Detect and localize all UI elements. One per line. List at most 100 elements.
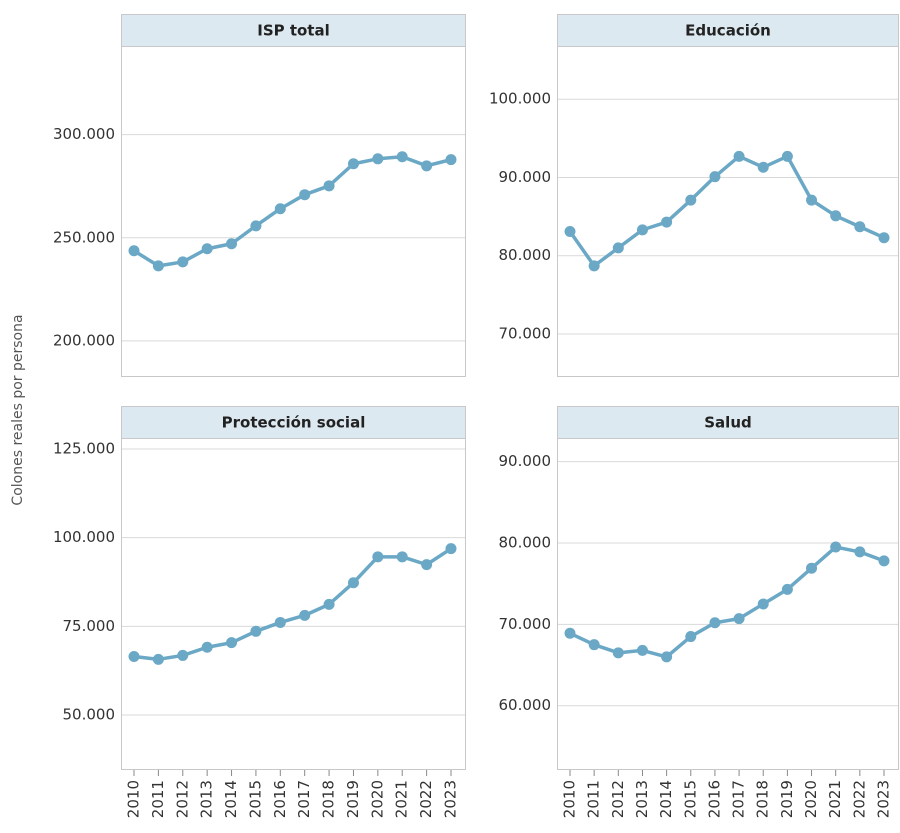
point [299, 609, 311, 621]
point [830, 541, 842, 553]
x-tick-label: 2016 [705, 780, 723, 818]
point [250, 220, 262, 232]
panel-header [121, 14, 466, 47]
x-tick-label: 2011 [149, 780, 167, 818]
point [226, 238, 238, 250]
x-tick-label: 2017 [730, 780, 748, 818]
x-tick-label: 2018 [320, 780, 338, 818]
y-tick-label: 75.000 [63, 617, 116, 635]
panel-frame [121, 46, 466, 377]
point [685, 194, 697, 206]
y-tick-label: 70.000 [499, 615, 552, 633]
point [878, 555, 890, 567]
panel-header [121, 406, 466, 439]
y-tick-label: 125.000 [53, 439, 115, 457]
point [177, 649, 189, 661]
x-tick-label: 2022 [850, 780, 868, 818]
point [347, 577, 359, 589]
point [854, 546, 866, 558]
panel-header [557, 406, 899, 439]
x-tick-label: 2015 [681, 780, 699, 818]
point [636, 224, 648, 236]
point [323, 180, 335, 192]
panel-title: Educación [685, 22, 771, 40]
x-tick-label: 2013 [198, 780, 216, 818]
line [133, 547, 452, 662]
point [806, 562, 818, 574]
y-tick-label: 80.000 [499, 246, 552, 264]
x-tick-label: 2020 [368, 780, 386, 818]
point [588, 639, 600, 651]
point [445, 154, 457, 166]
point [806, 194, 818, 206]
y-axis-label: Colones reales por persona [10, 314, 26, 505]
x-tick-label: 2018 [754, 780, 772, 818]
point [781, 583, 793, 595]
point [685, 631, 697, 643]
point [396, 551, 408, 563]
panel-header [557, 14, 899, 47]
point [733, 613, 745, 625]
point [709, 171, 721, 183]
x-tick-label: 2023 [875, 780, 893, 818]
point [757, 161, 769, 173]
y-tick-label: 80.000 [499, 533, 552, 551]
point [372, 551, 384, 563]
panel-title: Salud [704, 414, 751, 432]
point [372, 153, 384, 165]
line [569, 545, 885, 659]
x-tick-label: 2015 [246, 780, 264, 818]
y-tick-label: 250.000 [53, 228, 115, 246]
x-tick-label: 2019 [344, 780, 362, 818]
point [588, 260, 600, 272]
point [274, 203, 286, 215]
point [152, 653, 164, 665]
y-tick-label: 200.000 [53, 331, 115, 349]
point [661, 216, 673, 228]
point [564, 627, 576, 639]
x-tick-label: 2021 [393, 780, 411, 818]
point [733, 150, 745, 162]
panel-frame [557, 46, 899, 377]
point [128, 245, 140, 257]
x-tick-label: 2019 [778, 780, 796, 818]
point [323, 598, 335, 610]
point [201, 641, 213, 653]
point [757, 598, 769, 610]
x-tick-label: 2014 [657, 780, 675, 818]
point [564, 225, 576, 237]
panel-title: ISP total [257, 22, 330, 40]
x-tick-label: 2023 [442, 780, 460, 818]
point [201, 243, 213, 255]
x-tick-label: 2012 [609, 780, 627, 818]
x-tick-label: 2010 [125, 780, 143, 818]
x-tick-label: 2012 [173, 780, 191, 818]
point [612, 242, 624, 254]
y-tick-label: 100.000 [53, 528, 115, 546]
point [612, 647, 624, 659]
y-tick-label: 70.000 [499, 324, 552, 342]
y-tick-label: 100.000 [489, 90, 551, 108]
y-tick-label: 60.000 [499, 696, 552, 714]
x-tick-label: 2016 [271, 780, 289, 818]
x-tick-label: 2020 [802, 780, 820, 818]
y-tick-label: 90.000 [499, 452, 552, 470]
point [177, 256, 189, 268]
x-tick-label: 2021 [826, 780, 844, 818]
x-tick-label: 2013 [633, 780, 651, 818]
point [250, 625, 262, 637]
point [128, 650, 140, 662]
point [830, 210, 842, 222]
panel-title: Protección social [222, 414, 366, 432]
point [421, 160, 433, 172]
point [421, 559, 433, 571]
point [299, 189, 311, 201]
point [878, 232, 890, 244]
point [152, 260, 164, 272]
point [636, 644, 648, 656]
point [347, 158, 359, 170]
panel-frame [557, 438, 899, 770]
x-tick-label: 2014 [222, 780, 240, 818]
x-tick-label: 2017 [295, 780, 313, 818]
